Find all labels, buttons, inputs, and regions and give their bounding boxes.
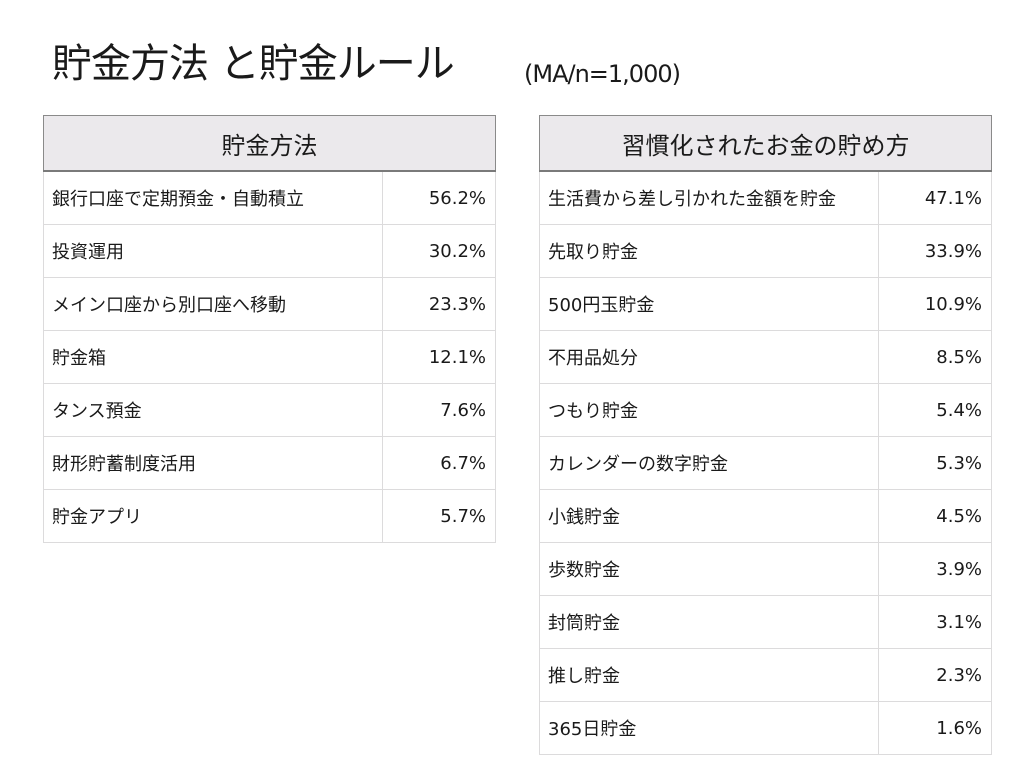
row-label: 365日貯金	[539, 701, 879, 755]
row-label: 投資運用	[43, 224, 383, 278]
row-percentage: 56.2%	[381, 170, 497, 225]
table-row: 銀行口座で定期預金・自動積立 56.2%	[43, 170, 497, 225]
row-percentage: 7.6%	[381, 383, 497, 437]
row-percentage: 47.1%	[877, 170, 993, 225]
table-row: メイン口座から別口座へ移動 23.3%	[43, 277, 497, 331]
row-label: 推し貯金	[539, 648, 879, 702]
sample-size-note: (MA/n=1,000)	[524, 60, 681, 88]
table-row: つもり貯金 5.4%	[539, 383, 993, 437]
row-label: 生活費から差し引かれた金額を貯金	[539, 170, 879, 225]
row-percentage: 5.3%	[877, 436, 993, 490]
row-percentage: 2.3%	[877, 648, 993, 702]
row-percentage: 4.5%	[877, 489, 993, 543]
table-row: 歩数貯金 3.9%	[539, 542, 993, 596]
table-row: 500円玉貯金 10.9%	[539, 277, 993, 331]
table-row: 生活費から差し引かれた金額を貯金 47.1%	[539, 170, 993, 225]
row-percentage: 5.7%	[381, 489, 497, 543]
table-row: 365日貯金 1.6%	[539, 701, 993, 755]
row-percentage: 33.9%	[877, 224, 993, 278]
row-percentage: 23.3%	[381, 277, 497, 331]
table-row: 貯金アプリ 5.7%	[43, 489, 497, 543]
row-label: 歩数貯金	[539, 542, 879, 596]
row-percentage: 3.1%	[877, 595, 993, 649]
row-label: カレンダーの数字貯金	[539, 436, 879, 490]
row-label: つもり貯金	[539, 383, 879, 437]
saving-methods-table: 貯金方法 銀行口座で定期預金・自動積立 56.2% 投資運用 30.2% メイン口座から…	[43, 115, 497, 543]
table-row: 封筒貯金 3.1%	[539, 595, 993, 649]
row-label: タンス預金	[43, 383, 383, 437]
row-label: 小銭貯金	[539, 489, 879, 543]
table-row: カレンダーの数字貯金 5.3%	[539, 436, 993, 490]
row-label: 500円玉貯金	[539, 277, 879, 331]
table-row: 財形貯蓄制度活用 6.7%	[43, 436, 497, 490]
row-label: 銀行口座で定期預金・自動積立	[43, 170, 383, 225]
table-row: 小銭貯金 4.5%	[539, 489, 993, 543]
row-percentage: 3.9%	[877, 542, 993, 596]
table-heading: 貯金方法	[43, 115, 496, 172]
table-row: 不用品処分 8.5%	[539, 330, 993, 384]
page-title: 貯金方法 と貯金ルール	[52, 41, 455, 87]
row-label: メイン口座から別口座へ移動	[43, 277, 383, 331]
table-heading: 習慣化されたお金の貯め方	[539, 115, 992, 172]
habit-saving-table: 習慣化されたお金の貯め方 生活費から差し引かれた金額を貯金 47.1% 先取り貯金 3…	[539, 115, 993, 755]
table-row: 推し貯金 2.3%	[539, 648, 993, 702]
row-percentage: 5.4%	[877, 383, 993, 437]
table-row: タンス預金 7.6%	[43, 383, 497, 437]
table-header-row: 貯金方法	[43, 115, 496, 172]
row-percentage: 12.1%	[381, 330, 497, 384]
table-row: 先取り貯金 33.9%	[539, 224, 993, 278]
row-label: 貯金箱	[43, 330, 383, 384]
row-label: 貯金アプリ	[43, 489, 383, 543]
table-row: 投資運用 30.2%	[43, 224, 497, 278]
row-percentage: 6.7%	[381, 436, 497, 490]
row-percentage: 8.5%	[877, 330, 993, 384]
row-percentage: 1.6%	[877, 701, 993, 755]
row-percentage: 30.2%	[381, 224, 497, 278]
row-label: 先取り貯金	[539, 224, 879, 278]
table-header-row: 習慣化されたお金の貯め方	[539, 115, 992, 172]
table-row: 貯金箱 12.1%	[43, 330, 497, 384]
row-label: 財形貯蓄制度活用	[43, 436, 383, 490]
row-label: 不用品処分	[539, 330, 879, 384]
row-percentage: 10.9%	[877, 277, 993, 331]
row-label: 封筒貯金	[539, 595, 879, 649]
